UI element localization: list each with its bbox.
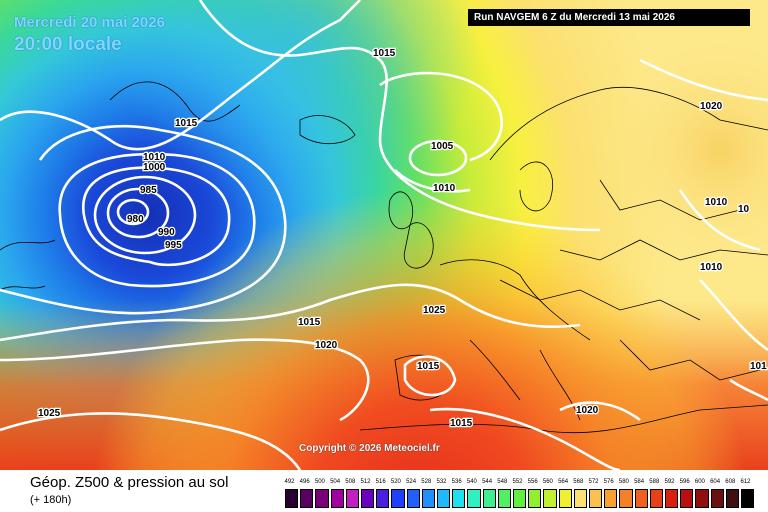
- legend-color-box: [391, 489, 405, 508]
- legend-color-box: [406, 489, 420, 508]
- run-info: Run NAVGEM 6 Z du Mercredi 13 mai 2026: [468, 9, 750, 26]
- legend-tick: 556: [527, 479, 538, 485]
- legend-color-box: [300, 489, 314, 508]
- legend-color-box: [680, 489, 694, 508]
- legend-tick: 588: [649, 479, 660, 485]
- legend-color-box: [482, 489, 496, 508]
- isobar-label-990: 990: [158, 227, 175, 238]
- legend-tick: 536: [451, 479, 462, 485]
- isobar-label-1025: 1025: [38, 408, 61, 419]
- legend-tick: 552: [512, 479, 523, 485]
- isobar-label-1025: 1025: [423, 305, 446, 316]
- legend-tick: 532: [436, 479, 447, 485]
- legend-color-box: [528, 489, 542, 508]
- legend-color-box: [573, 489, 587, 508]
- legend-color-box: [619, 489, 633, 508]
- legend-tick: 496: [299, 479, 310, 485]
- legend-color-box: [589, 489, 603, 508]
- legend-tick: 544: [482, 479, 493, 485]
- legend-tick: 572: [588, 479, 599, 485]
- legend-color-box: [695, 489, 709, 508]
- parameter-title: Géop. Z500 & pression au sol: [30, 474, 229, 491]
- legend-tick: 512: [360, 479, 371, 485]
- isobar-label-1020: 1020: [700, 101, 723, 112]
- map-canvas: 980 985 990 995 1000 1010 1015 1015 1005…: [0, 0, 768, 470]
- legend-tick: 528: [421, 479, 432, 485]
- isobar-label-1000: 1000: [143, 162, 166, 173]
- legend-color-box: [315, 489, 329, 508]
- legend-tick: 564: [558, 479, 569, 485]
- legend-color-box: [543, 489, 557, 508]
- legend-color-box: [330, 489, 344, 508]
- legend-tick: 568: [573, 479, 584, 485]
- isobar-label-1010: 1010: [705, 197, 728, 208]
- legend-color-box: [345, 489, 359, 508]
- legend-tick: 592: [664, 479, 675, 485]
- legend-color-box: [649, 489, 663, 508]
- legend-color-box: [634, 489, 648, 508]
- legend-color-box: [467, 489, 481, 508]
- isobar-label-1015: 1015: [298, 317, 321, 328]
- isobars: [0, 0, 768, 470]
- isobar-label-980: 980: [127, 214, 144, 225]
- legend-tick: 560: [542, 479, 553, 485]
- isobar-label-10: 10: [738, 204, 750, 215]
- legend-color-box: [421, 489, 435, 508]
- isobar-label-1010: 1010: [700, 262, 723, 273]
- isobar-label-1015: 1015: [450, 418, 473, 429]
- isobar-label-1020: 1020: [315, 340, 338, 351]
- legend-tick: 540: [466, 479, 477, 485]
- legend-color-box: [437, 489, 451, 508]
- isobar-label-1015: 1015: [373, 48, 396, 59]
- legend-color-box: [285, 489, 299, 508]
- legend-tick: 504: [330, 479, 341, 485]
- legend-tick: 596: [679, 479, 690, 485]
- copyright: Copyright © 2026 Meteociel.fr: [299, 443, 440, 454]
- legend-color-box: [710, 489, 724, 508]
- isobar-label-1010: 1010: [433, 183, 456, 194]
- isobar-label-1015: 1015: [417, 361, 440, 372]
- legend-color-box: [665, 489, 679, 508]
- legend-tick: 492: [284, 479, 295, 485]
- isobar-label-1015: 1015: [175, 118, 198, 129]
- map-svg: 980 985 990 995 1000 1010 1015 1015 1005…: [0, 0, 768, 470]
- legend-color-box: [725, 489, 739, 508]
- legend-tick: 604: [710, 479, 721, 485]
- legend-tick: 576: [603, 479, 614, 485]
- isobar-label-1020: 1020: [576, 405, 599, 416]
- legend-color-box: [361, 489, 375, 508]
- legend-color-box: [604, 489, 618, 508]
- color-legend: 492 496 500 504 508 512 516 520 524 528 532 536 540 5…: [282, 479, 755, 512]
- isobar-label-1005: 1005: [431, 141, 454, 152]
- legend-tick: 608: [725, 479, 736, 485]
- legend-tick: 584: [634, 479, 645, 485]
- legend-color-box: [376, 489, 390, 508]
- isobar-label-985: 985: [140, 185, 157, 196]
- legend-tick: 508: [345, 479, 356, 485]
- forecast-offset: (+ 180h): [30, 494, 72, 506]
- legend-tick: 548: [497, 479, 508, 485]
- legend-tick: 516: [375, 479, 386, 485]
- isobar-labels: 980 985 990 995 1000 1010 1015 1015 1005…: [37, 47, 768, 431]
- legend-color-box: [452, 489, 466, 508]
- legend-tick: 520: [390, 479, 401, 485]
- legend-color-box: [513, 489, 527, 508]
- isobar-label-1010: 1010: [143, 152, 166, 163]
- legend-color-box: [497, 489, 511, 508]
- legend-tick: 524: [406, 479, 417, 485]
- valid-time: 20:00 locale: [14, 34, 122, 55]
- isobar-label-101: 101: [750, 361, 767, 372]
- isobar-label-995: 995: [165, 240, 182, 251]
- legend-tick: 600: [694, 479, 705, 485]
- legend-tick: 580: [618, 479, 629, 485]
- legend-color-box: [558, 489, 572, 508]
- valid-date: Mercredi 20 mai 2026: [14, 14, 165, 31]
- legend-color-box: [741, 489, 755, 508]
- footer: Géop. Z500 & pression au sol (+ 180h) 49…: [0, 470, 768, 512]
- legend-tick: 612: [740, 479, 751, 485]
- legend-tick: 500: [314, 479, 325, 485]
